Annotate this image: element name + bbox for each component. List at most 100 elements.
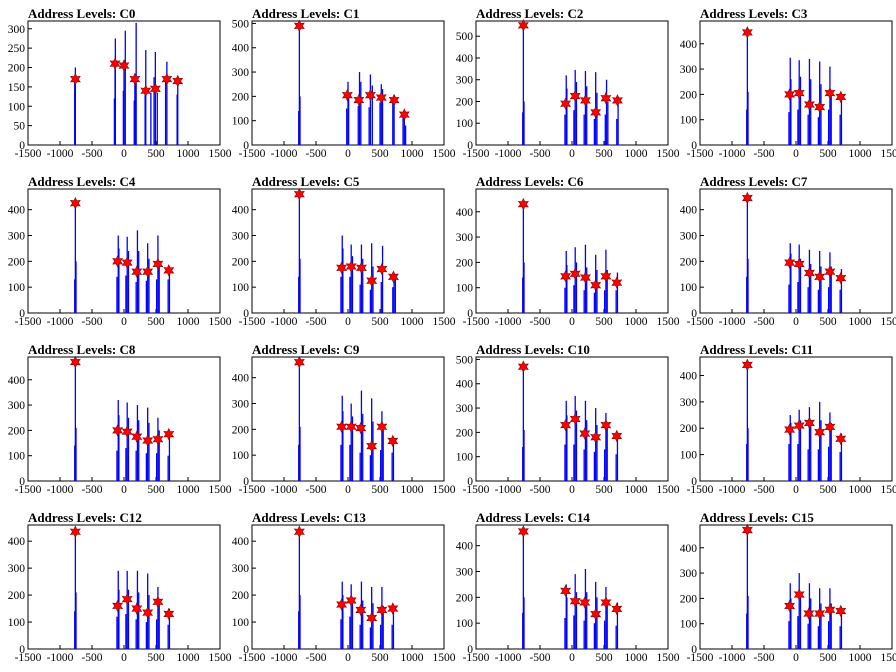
x-tick-label: -1000 [47, 652, 74, 664]
peak-marker [336, 261, 348, 275]
chart-title: Address Levels: C5 [252, 174, 360, 189]
x-tick-label: 1500 [657, 484, 680, 496]
plot-frame [27, 524, 221, 650]
x-tick-label: 1500 [881, 652, 896, 664]
peak-marker [600, 596, 612, 609]
peak-marker [387, 270, 399, 284]
x-tick-label: 0 [121, 148, 127, 160]
chart-title: Address Levels: C14 [476, 510, 590, 525]
chart-title: Address Levels: C3 [700, 6, 808, 21]
x-tick-label: 500 [371, 484, 389, 496]
y-tick-label: 100 [232, 282, 250, 294]
x-tick-label: 0 [345, 148, 351, 160]
x-tick-label: 1500 [881, 148, 896, 160]
x-tick-label: -500 [529, 148, 550, 160]
peak-marker [824, 265, 836, 278]
x-tick-label: -500 [305, 652, 326, 664]
plot-frame [251, 188, 445, 314]
x-tick-label: 1000 [625, 148, 648, 160]
chart-panel: Address Levels: C7 0 100 200 300 400 -1500 -100… [672, 168, 896, 336]
x-tick-label: 1500 [657, 316, 680, 328]
y-tick-label: 300 [232, 399, 250, 411]
x-tick-label: 1000 [401, 652, 424, 664]
x-tick-label: -1000 [271, 148, 298, 160]
chart-title: Address Levels: C13 [252, 510, 366, 525]
y-tick-label: 0 [467, 476, 473, 488]
chart-panel: Address Levels: C13 0 100 200 300 400 -1500 -10… [224, 504, 456, 672]
peak-marker [569, 267, 581, 281]
chart-title: Address Levels: C9 [252, 342, 360, 357]
peak-marker [517, 525, 529, 538]
peak-marker [741, 358, 753, 372]
plot-frame [699, 524, 893, 650]
x-tick-label: -1500 [687, 652, 714, 664]
peak-marker [112, 255, 124, 268]
plot-frame [475, 524, 669, 650]
y-tick-label: 200 [456, 257, 474, 269]
peak-marker [814, 607, 826, 620]
chart-svg: Address Levels: C4 0 100 200 300 400 -1500 -100… [8, 174, 232, 328]
peak-marker [803, 416, 815, 430]
peak-marker [611, 276, 623, 289]
peak-marker [793, 86, 805, 100]
peak-marker [590, 278, 602, 292]
y-tick-label: 300 [232, 67, 250, 79]
y-tick-label: 250 [8, 43, 26, 55]
y-tick-label: 400 [8, 375, 26, 387]
peak-marker [560, 270, 572, 283]
peak-marker [387, 602, 399, 615]
y-tick-label: 100 [456, 118, 474, 130]
x-tick-label: -1000 [719, 652, 746, 664]
y-tick-label: 300 [456, 232, 474, 244]
plot-frame [475, 20, 669, 146]
x-tick-label: 500 [595, 484, 613, 496]
x-tick-label: 500 [595, 652, 613, 664]
y-tick-label: 400 [456, 541, 474, 553]
peak-marker [388, 93, 400, 107]
x-tick-label: 500 [147, 652, 165, 664]
peak-marker [376, 420, 388, 434]
peak-marker [835, 432, 847, 446]
y-tick-label: 100 [8, 282, 26, 294]
chart-svg: Address Levels: C0 0 50 100 150 200 250 300 -150… [8, 6, 232, 160]
chart-svg: Address Levels: C10100200300400500-1500-… [232, 6, 456, 160]
peak-marker [131, 265, 143, 278]
y-tick-label: 400 [680, 543, 698, 555]
chart-title: Address Levels: C11 [700, 342, 813, 357]
x-tick-label: 500 [819, 652, 837, 664]
peak-marker [336, 598, 348, 611]
y-tick-label: 0 [467, 644, 473, 656]
chart-svg: Address Levels: C15 0 100 200 300 400 -1500 -10… [680, 510, 896, 664]
peak-marker [611, 94, 623, 107]
y-tick-label: 300 [232, 231, 250, 243]
peak-marker [569, 412, 581, 426]
x-tick-label: 500 [595, 316, 613, 328]
x-tick-label: 0 [121, 316, 127, 328]
chart-panel: Address Levels: C1 0 100 200 300 400 500 -1500-… [224, 0, 456, 168]
y-tick-label: 0 [243, 308, 249, 320]
peak-marker [517, 197, 529, 211]
y-tick-label: 200 [232, 590, 250, 602]
peak-marker [803, 266, 815, 280]
y-tick-label: 400 [456, 53, 474, 65]
x-tick-label: -1500 [463, 652, 490, 664]
x-tick-label: -500 [81, 652, 102, 664]
y-tick-label: 150 [8, 82, 26, 94]
y-tick-label: 300 [680, 568, 698, 580]
peak-marker [824, 603, 836, 617]
chart-panel: Address Levels: C15 0 100 200 300 400 -1500 -10… [672, 504, 896, 672]
y-tick-label: 100 [232, 450, 250, 462]
peak-marker [112, 424, 124, 437]
x-tick-label: 1500 [433, 316, 456, 328]
x-tick-label: -1500 [687, 316, 714, 328]
x-tick-label: 1000 [849, 316, 872, 328]
peak-marker [579, 427, 591, 440]
x-tick-label: -500 [753, 148, 774, 160]
y-tick-label: 0 [243, 140, 249, 152]
x-tick-label: 0 [569, 484, 575, 496]
plot-frame [699, 20, 893, 146]
peak-marker [149, 82, 161, 96]
x-tick-label: -1000 [271, 316, 298, 328]
peak-marker [163, 607, 175, 621]
y-tick-label: 200 [232, 91, 250, 103]
